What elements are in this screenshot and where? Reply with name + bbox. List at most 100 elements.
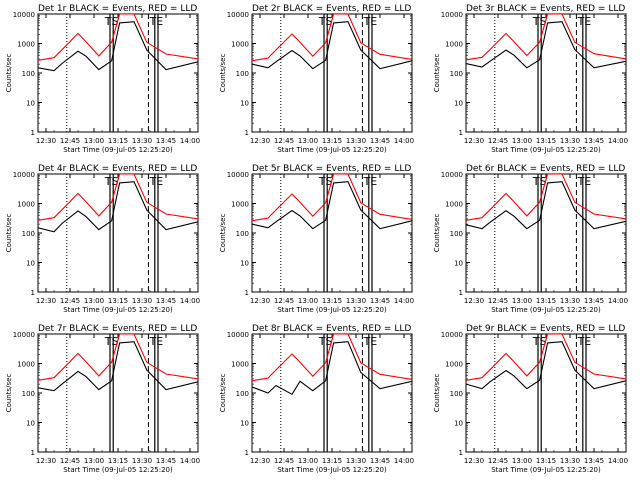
x-tick-label: 13:15 bbox=[322, 297, 342, 305]
panel-9: Det 9r BLACK = Events, RED = LLD 1 10 100 10… bbox=[433, 324, 628, 474]
x-tick-label: 13:00 bbox=[84, 457, 104, 465]
events-series bbox=[252, 341, 412, 396]
lld-series bbox=[38, 14, 198, 61]
y-axis-label: Counts/sec bbox=[219, 214, 227, 253]
events-series bbox=[466, 181, 626, 230]
lld-series bbox=[466, 174, 626, 221]
x-tick-label: 13:15 bbox=[108, 457, 128, 465]
x-axis-label: Start Time (09-Jul-05 12:25:20) bbox=[63, 466, 173, 474]
lld-series bbox=[252, 334, 412, 382]
x-tick-label: 13:30 bbox=[346, 297, 366, 305]
x-tick-label: 13:15 bbox=[108, 297, 128, 305]
lld-series bbox=[252, 174, 412, 222]
x-axis-label: Start Time (09-Jul-05 12:25:20) bbox=[277, 466, 387, 474]
ts-marker-label: TS bbox=[532, 15, 547, 28]
x-tick-label: 13:00 bbox=[512, 297, 532, 305]
y-tick-label: 100 bbox=[450, 230, 463, 238]
x-tick-label: 12:30 bbox=[250, 297, 270, 305]
x-tick-label: 13:30 bbox=[346, 457, 366, 465]
x-tick-label: 14:00 bbox=[394, 137, 414, 145]
y-tick-label: 100 bbox=[236, 230, 249, 238]
x-tick-label: 14:00 bbox=[180, 137, 200, 145]
x-tick-label: 12:45 bbox=[60, 137, 80, 145]
y-tick-label: 1000 bbox=[445, 41, 463, 49]
x-tick-label: 13:45 bbox=[156, 137, 176, 145]
x-tick-label: 12:45 bbox=[274, 297, 294, 305]
y-tick-label: 10 bbox=[454, 420, 463, 428]
y-tick-label: 10 bbox=[454, 100, 463, 108]
x-tick-label: 12:30 bbox=[36, 137, 56, 145]
y-tick-label: 1000 bbox=[17, 201, 35, 209]
x-tick-label: 13:45 bbox=[584, 297, 604, 305]
y-tick-label: 1 bbox=[459, 129, 463, 137]
x-tick-label: 14:00 bbox=[608, 297, 628, 305]
lld-series bbox=[38, 174, 198, 221]
y-tick-label: 1 bbox=[31, 449, 35, 457]
lld-series bbox=[466, 14, 626, 61]
y-axis-label: Counts/sec bbox=[433, 374, 441, 413]
x-tick-label: 14:00 bbox=[180, 457, 200, 465]
x-tick-label: 12:30 bbox=[250, 137, 270, 145]
y-tick-label: 1000 bbox=[231, 361, 249, 369]
lld-series bbox=[466, 334, 626, 381]
x-tick-label: 13:15 bbox=[108, 137, 128, 145]
x-tick-label: 12:45 bbox=[60, 457, 80, 465]
y-tick-label: 10 bbox=[454, 260, 463, 268]
x-tick-label: 12:30 bbox=[464, 457, 484, 465]
te-marker-label: TE bbox=[577, 175, 592, 188]
panel-title: Det 7r BLACK = Events, RED = LLD bbox=[38, 324, 197, 334]
y-tick-label: 100 bbox=[236, 390, 249, 398]
panel-6: Det 6r BLACK = Events, RED = LLD 1 10 100 10… bbox=[433, 164, 628, 314]
events-series bbox=[466, 341, 626, 390]
x-tick-label: 12:30 bbox=[464, 137, 484, 145]
ts-marker-label: TS bbox=[104, 335, 119, 348]
x-tick-label: 14:00 bbox=[394, 457, 414, 465]
x-tick-label: 14:00 bbox=[608, 137, 628, 145]
y-tick-label: 1000 bbox=[231, 201, 249, 209]
x-tick-label: 13:30 bbox=[132, 457, 152, 465]
y-tick-label: 10000 bbox=[13, 171, 35, 179]
y-tick-label: 10000 bbox=[227, 11, 249, 19]
x-tick-label: 12:45 bbox=[60, 297, 80, 305]
x-tick-label: 13:45 bbox=[156, 297, 176, 305]
ts-marker-label: TS bbox=[532, 175, 547, 188]
y-axis-label: Counts/sec bbox=[5, 214, 13, 253]
y-tick-label: 10 bbox=[26, 420, 35, 428]
events-series bbox=[252, 21, 412, 70]
x-tick-label: 13:45 bbox=[370, 297, 390, 305]
x-tick-label: 14:00 bbox=[608, 457, 628, 465]
x-tick-label: 13:30 bbox=[132, 297, 152, 305]
y-tick-label: 1000 bbox=[17, 361, 35, 369]
events-series bbox=[252, 181, 412, 230]
events-series bbox=[38, 21, 198, 72]
x-axis-label: Start Time (09-Jul-05 12:25:20) bbox=[63, 146, 173, 154]
y-tick-label: 1000 bbox=[445, 361, 463, 369]
x-tick-label: 12:45 bbox=[274, 457, 294, 465]
y-tick-label: 10 bbox=[26, 260, 35, 268]
x-tick-label: 13:30 bbox=[132, 137, 152, 145]
x-axis-label: Start Time (09-Jul-05 12:25:20) bbox=[491, 466, 601, 474]
ts-marker-label: TS bbox=[318, 175, 333, 188]
ts-marker-label: TS bbox=[104, 175, 119, 188]
panel-7: Det 7r BLACK = Events, RED = LLD 1 10 100 10… bbox=[5, 324, 200, 474]
y-tick-label: 1 bbox=[31, 289, 35, 297]
panel-1: Det 1r BLACK = Events, RED = LLD 1 10 100 10… bbox=[5, 4, 200, 154]
y-tick-label: 1000 bbox=[17, 41, 35, 49]
te-marker-label: TE bbox=[149, 335, 164, 348]
x-axis-label: Start Time (09-Jul-05 12:25:20) bbox=[277, 146, 387, 154]
x-tick-label: 12:30 bbox=[36, 297, 56, 305]
x-tick-label: 12:30 bbox=[36, 457, 56, 465]
x-tick-label: 13:15 bbox=[536, 137, 556, 145]
te-marker-label: TE bbox=[149, 175, 164, 188]
x-tick-label: 13:00 bbox=[84, 297, 104, 305]
panel-5: Det 5r BLACK = Events, RED = LLD 1 10 100 10… bbox=[219, 164, 414, 314]
y-tick-label: 1 bbox=[459, 289, 463, 297]
x-tick-label: 13:15 bbox=[536, 297, 556, 305]
y-tick-label: 10 bbox=[26, 100, 35, 108]
y-tick-label: 10000 bbox=[227, 331, 249, 339]
y-tick-label: 10000 bbox=[441, 331, 463, 339]
x-tick-label: 12:45 bbox=[488, 297, 508, 305]
panel-title: Det 3r BLACK = Events, RED = LLD bbox=[466, 4, 625, 14]
y-tick-label: 1 bbox=[459, 449, 463, 457]
